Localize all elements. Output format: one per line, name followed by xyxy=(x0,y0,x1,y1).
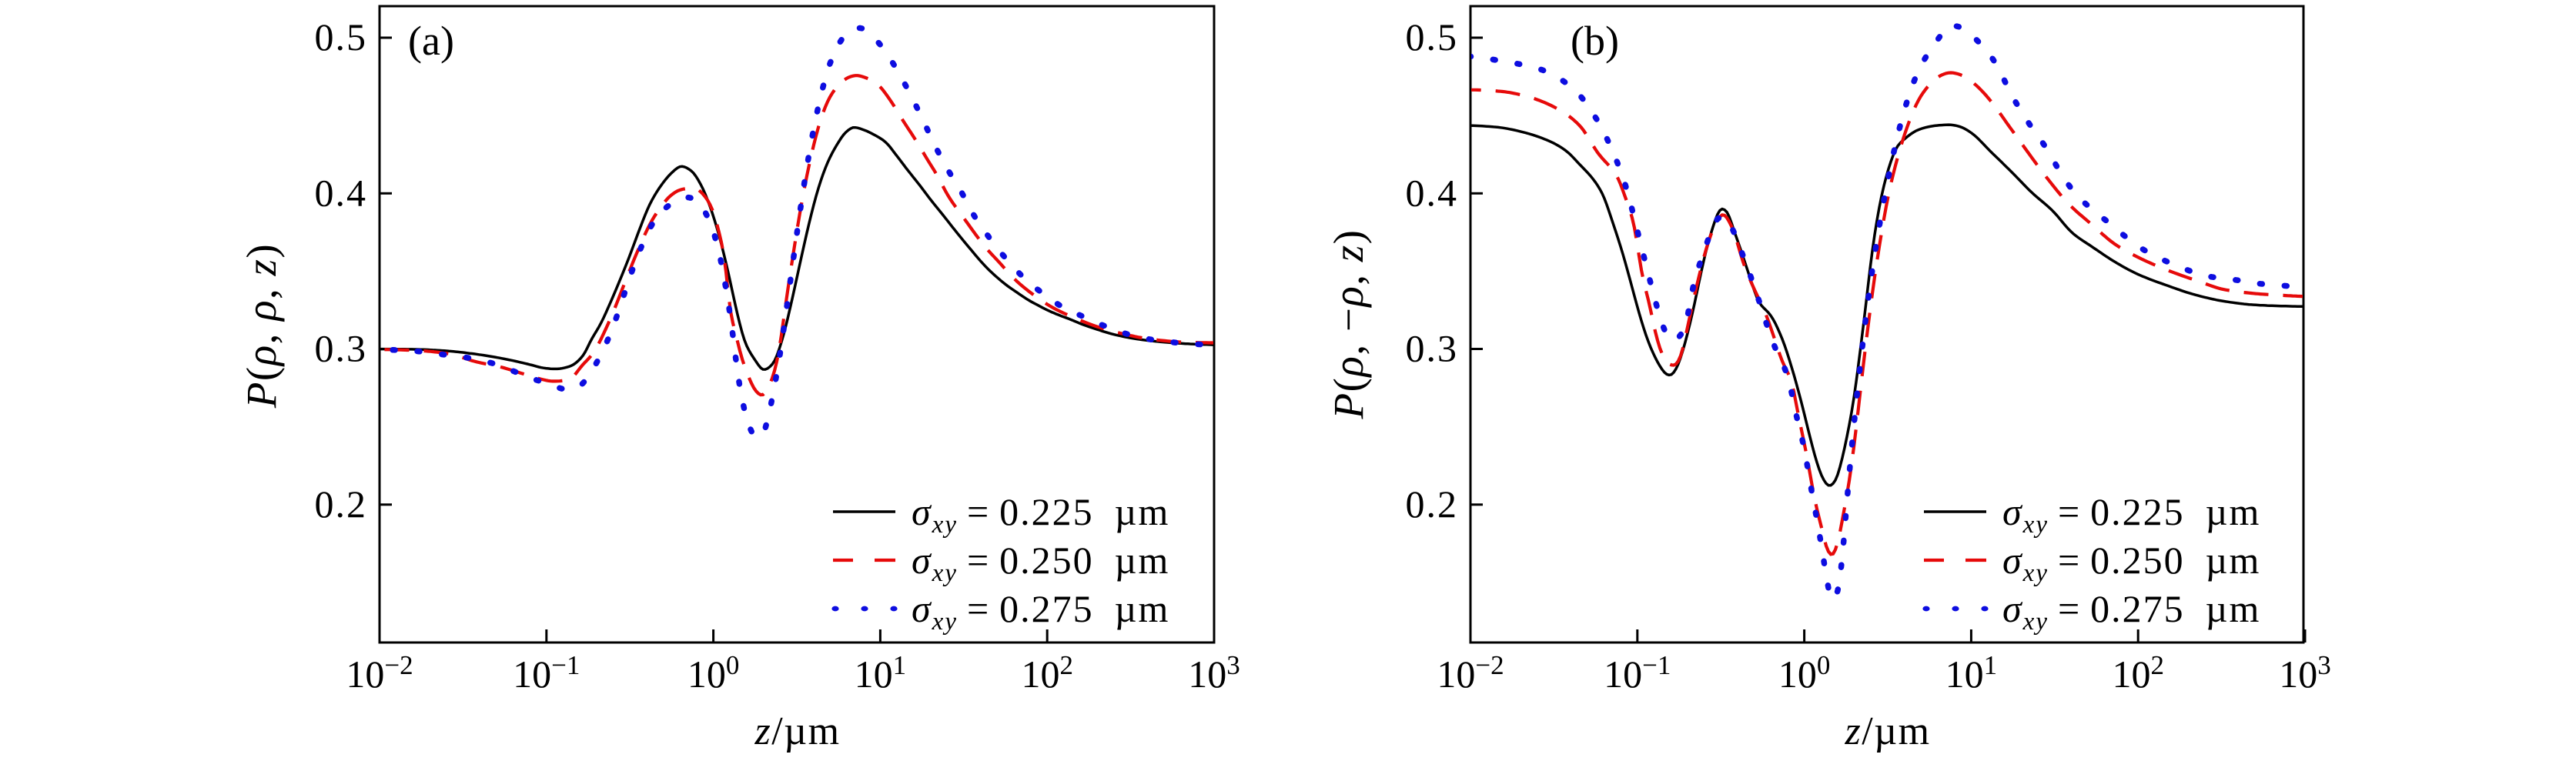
svg-text:0.5: 0.5 xyxy=(315,15,368,58)
svg-text:0.4: 0.4 xyxy=(315,171,368,214)
svg-text:σxy = 0.275 µm: σxy = 0.275 µm xyxy=(912,587,1169,636)
svg-text:100: 100 xyxy=(687,650,740,696)
svg-text:(b): (b) xyxy=(1571,18,1619,64)
svg-text:σxy = 0.250 µm: σxy = 0.250 µm xyxy=(912,539,1169,587)
svg-text:0.2: 0.2 xyxy=(315,482,368,526)
svg-text:σxy = 0.250 µm: σxy = 0.250 µm xyxy=(2002,539,2260,587)
svg-text:σxy = 0.275 µm: σxy = 0.275 µm xyxy=(2002,587,2260,636)
svg-text:0.3: 0.3 xyxy=(315,327,368,370)
svg-text:σxy = 0.225 µm: σxy = 0.225 µm xyxy=(2002,490,2260,539)
svg-text:z/µm: z/µm xyxy=(1844,709,1930,753)
svg-text:0.4: 0.4 xyxy=(1406,171,1459,214)
svg-text:P(ρ, −ρ, z): P(ρ, −ρ, z) xyxy=(1325,229,1372,419)
svg-text:0.3: 0.3 xyxy=(1406,327,1459,370)
svg-text:(a): (a) xyxy=(408,18,454,64)
svg-text:101: 101 xyxy=(1945,650,1998,696)
svg-text:0.5: 0.5 xyxy=(1406,15,1459,58)
svg-text:0.2: 0.2 xyxy=(1406,482,1459,526)
svg-text:P(ρ, ρ, z): P(ρ, ρ, z) xyxy=(238,243,285,409)
svg-text:z/µm: z/µm xyxy=(754,709,840,753)
svg-text:σxy = 0.225 µm: σxy = 0.225 µm xyxy=(912,490,1169,539)
